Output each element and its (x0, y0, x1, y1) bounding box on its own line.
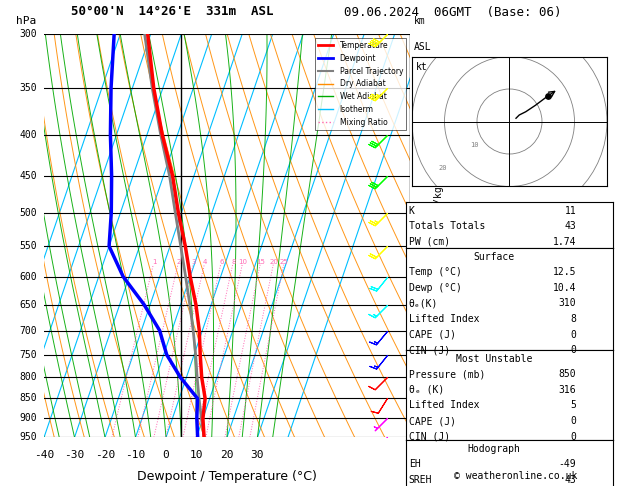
Text: 11: 11 (565, 206, 576, 216)
Text: 7: 7 (413, 130, 420, 139)
Text: -20: -20 (95, 450, 115, 459)
Text: 300: 300 (19, 29, 36, 39)
Text: 43: 43 (565, 475, 576, 485)
Text: 3: 3 (413, 326, 420, 335)
Text: 50°00'N  14°26'E  331m  ASL: 50°00'N 14°26'E 331m ASL (71, 5, 274, 18)
Text: -30: -30 (64, 450, 85, 459)
Text: km: km (413, 16, 425, 26)
Text: kt: kt (416, 62, 428, 72)
Text: 20: 20 (438, 165, 447, 171)
Text: 800: 800 (19, 372, 36, 382)
Text: CIN (J): CIN (J) (409, 432, 450, 442)
Text: CIN (J): CIN (J) (409, 345, 450, 355)
Text: Totals Totals: Totals Totals (409, 221, 485, 231)
Text: 30: 30 (251, 450, 264, 459)
Text: 5: 5 (571, 400, 576, 411)
Text: Surface: Surface (473, 252, 515, 262)
Legend: Temperature, Dewpoint, Parcel Trajectory, Dry Adiabat, Wet Adiabat, Isotherm, Mi: Temperature, Dewpoint, Parcel Trajectory… (315, 38, 406, 130)
Text: 650: 650 (19, 299, 36, 310)
Text: 4: 4 (413, 272, 420, 281)
Text: EH: EH (409, 459, 421, 469)
Text: 4: 4 (203, 259, 207, 265)
Text: 850: 850 (559, 369, 576, 380)
Text: Most Unstable: Most Unstable (455, 354, 532, 364)
Text: 950: 950 (19, 433, 36, 442)
Text: 25: 25 (280, 259, 289, 265)
Text: Lifted Index: Lifted Index (409, 400, 479, 411)
Text: 10: 10 (238, 259, 247, 265)
Text: 0: 0 (571, 432, 576, 442)
Text: 1.74: 1.74 (553, 237, 576, 247)
Point (543, 92, 554, 100)
Text: 1: 1 (413, 414, 420, 423)
Text: 850: 850 (19, 394, 36, 403)
Text: 0: 0 (571, 345, 576, 355)
Text: CAPE (J): CAPE (J) (409, 330, 456, 340)
Text: 316: 316 (559, 385, 576, 395)
Text: 310: 310 (559, 298, 576, 309)
Text: Hodograph: Hodograph (467, 444, 520, 454)
Text: -40: -40 (34, 450, 54, 459)
Text: 10: 10 (190, 450, 203, 459)
Text: 8: 8 (413, 83, 420, 93)
Text: 350: 350 (19, 83, 36, 93)
Text: 500: 500 (19, 208, 36, 218)
Text: θₑ(K): θₑ(K) (409, 298, 438, 309)
Text: -10: -10 (125, 450, 146, 459)
Text: CAPE (J): CAPE (J) (409, 416, 456, 426)
Text: Dewp (°C): Dewp (°C) (409, 283, 462, 293)
Text: 400: 400 (19, 130, 36, 139)
Text: 0: 0 (571, 330, 576, 340)
Text: Temp (°C): Temp (°C) (409, 267, 462, 278)
Text: ASL: ASL (413, 42, 431, 52)
Text: 750: 750 (19, 349, 36, 360)
Text: 0: 0 (571, 416, 576, 426)
Text: -49: -49 (559, 459, 576, 469)
Text: 0: 0 (163, 450, 169, 459)
Text: LCL: LCL (413, 433, 431, 442)
Text: 6: 6 (413, 171, 420, 181)
Text: 8: 8 (231, 259, 235, 265)
Text: Lifted Index: Lifted Index (409, 314, 479, 324)
Text: 10: 10 (470, 142, 479, 149)
Text: 10.4: 10.4 (553, 283, 576, 293)
Text: 600: 600 (19, 272, 36, 281)
Text: 550: 550 (19, 241, 36, 251)
Text: 1: 1 (152, 259, 156, 265)
Text: Dewpoint / Temperature (°C): Dewpoint / Temperature (°C) (137, 469, 317, 483)
Text: 3: 3 (192, 259, 196, 265)
Text: SREH: SREH (409, 475, 432, 485)
Text: 5: 5 (413, 241, 420, 251)
Text: 8: 8 (571, 314, 576, 324)
Text: 20: 20 (220, 450, 234, 459)
Text: Pressure (mb): Pressure (mb) (409, 369, 485, 380)
Text: hPa: hPa (16, 16, 36, 26)
Text: 2: 2 (176, 259, 181, 265)
Text: 12.5: 12.5 (553, 267, 576, 278)
Text: PW (cm): PW (cm) (409, 237, 450, 247)
Text: K: K (409, 206, 415, 216)
Text: 6: 6 (219, 259, 223, 265)
Text: © weatheronline.co.uk: © weatheronline.co.uk (454, 471, 577, 481)
Text: 700: 700 (19, 326, 36, 335)
Text: 20: 20 (269, 259, 278, 265)
Text: θₑ (K): θₑ (K) (409, 385, 444, 395)
Text: 09.06.2024  06GMT  (Base: 06): 09.06.2024 06GMT (Base: 06) (344, 6, 562, 19)
Text: 450: 450 (19, 171, 36, 181)
Text: 43: 43 (565, 221, 576, 231)
Text: 900: 900 (19, 414, 36, 423)
Text: Mixing Ratio (g/kg): Mixing Ratio (g/kg) (434, 180, 444, 292)
Text: 15: 15 (256, 259, 265, 265)
Text: 2: 2 (413, 372, 420, 382)
